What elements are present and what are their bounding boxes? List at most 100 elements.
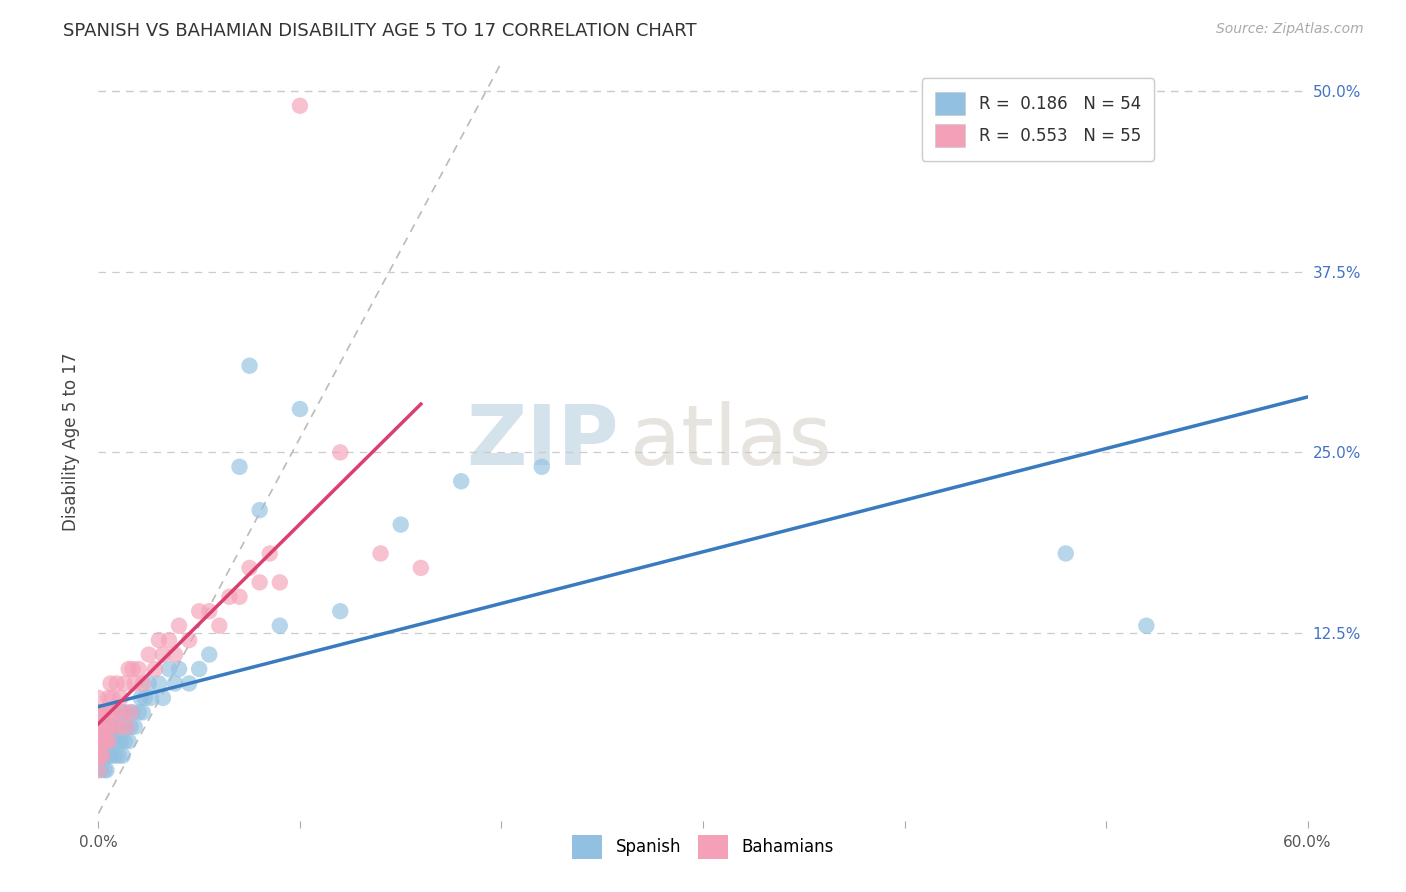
Point — [110, 734, 132, 748]
Point — [103, 720, 125, 734]
Point — [100, 720, 122, 734]
Point — [120, 706, 142, 720]
Point — [129, 690, 152, 705]
Point — [96, 734, 118, 748]
Point — [157, 662, 180, 676]
Point — [288, 402, 311, 417]
Point — [389, 517, 412, 532]
Point — [179, 633, 201, 648]
Point — [249, 503, 271, 517]
Point — [101, 720, 124, 734]
Point — [259, 546, 281, 560]
Point — [89, 748, 111, 763]
Point — [163, 676, 186, 690]
Point — [93, 734, 115, 748]
Text: ZIP: ZIP — [465, 401, 619, 482]
Point — [96, 720, 118, 734]
Point — [111, 706, 134, 720]
Point — [269, 618, 291, 632]
Point — [87, 748, 110, 763]
Point — [239, 359, 262, 373]
Legend: Spanish, Bahamians: Spanish, Bahamians — [565, 829, 841, 865]
Point — [91, 748, 114, 763]
Text: atlas: atlas — [630, 401, 832, 482]
Point — [329, 445, 352, 459]
Point — [188, 662, 211, 676]
Point — [107, 748, 129, 763]
Point — [239, 561, 262, 575]
Point — [530, 459, 553, 474]
Point — [152, 690, 174, 705]
Point — [115, 720, 138, 734]
Point — [100, 748, 122, 763]
Point — [1054, 546, 1077, 560]
Point — [143, 662, 166, 676]
Point — [1135, 618, 1157, 632]
Point — [152, 648, 174, 662]
Point — [93, 706, 115, 720]
Point — [97, 748, 120, 763]
Point — [128, 662, 150, 676]
Point — [96, 763, 118, 777]
Point — [101, 734, 124, 748]
Point — [101, 690, 124, 705]
Point — [124, 720, 146, 734]
Point — [91, 748, 114, 763]
Point — [450, 475, 472, 489]
Point — [97, 734, 120, 748]
Point — [91, 734, 114, 748]
Point — [208, 618, 231, 632]
Point — [87, 690, 110, 705]
Point — [111, 706, 134, 720]
Point — [101, 706, 124, 720]
Point — [121, 662, 143, 676]
Point — [128, 706, 150, 720]
Point — [188, 604, 211, 618]
Point — [89, 763, 111, 777]
Point — [103, 748, 125, 763]
Point — [114, 734, 136, 748]
Point — [91, 720, 114, 734]
Point — [87, 763, 110, 777]
Point — [148, 676, 170, 690]
Point — [107, 720, 129, 734]
Point — [118, 734, 141, 748]
Point — [157, 633, 180, 648]
Point — [370, 546, 392, 560]
Point — [288, 99, 311, 113]
Point — [138, 648, 160, 662]
Point — [163, 648, 186, 662]
Point — [100, 706, 122, 720]
Point — [132, 706, 155, 720]
Point — [269, 575, 291, 590]
Point — [329, 604, 352, 618]
Point — [138, 676, 160, 690]
Text: Source: ZipAtlas.com: Source: ZipAtlas.com — [1216, 22, 1364, 37]
Point — [218, 590, 240, 604]
Point — [87, 720, 110, 734]
Point — [110, 690, 132, 705]
Text: SPANISH VS BAHAMIAN DISABILITY AGE 5 TO 17 CORRELATION CHART: SPANISH VS BAHAMIAN DISABILITY AGE 5 TO … — [63, 22, 697, 40]
Point — [89, 720, 111, 734]
Point — [124, 676, 146, 690]
Point — [228, 590, 250, 604]
Point — [249, 575, 271, 590]
Point — [105, 676, 128, 690]
Point — [105, 734, 128, 748]
Y-axis label: Disability Age 5 to 17: Disability Age 5 to 17 — [62, 352, 80, 531]
Point — [134, 690, 156, 705]
Point — [111, 748, 134, 763]
Point — [89, 706, 111, 720]
Point — [103, 706, 125, 720]
Point — [93, 720, 115, 734]
Point — [121, 706, 143, 720]
Point — [198, 604, 221, 618]
Point — [118, 662, 141, 676]
Point — [148, 633, 170, 648]
Point — [97, 734, 120, 748]
Point — [167, 662, 190, 676]
Point — [87, 706, 110, 720]
Point — [114, 676, 136, 690]
Point — [139, 690, 162, 705]
Point — [198, 648, 221, 662]
